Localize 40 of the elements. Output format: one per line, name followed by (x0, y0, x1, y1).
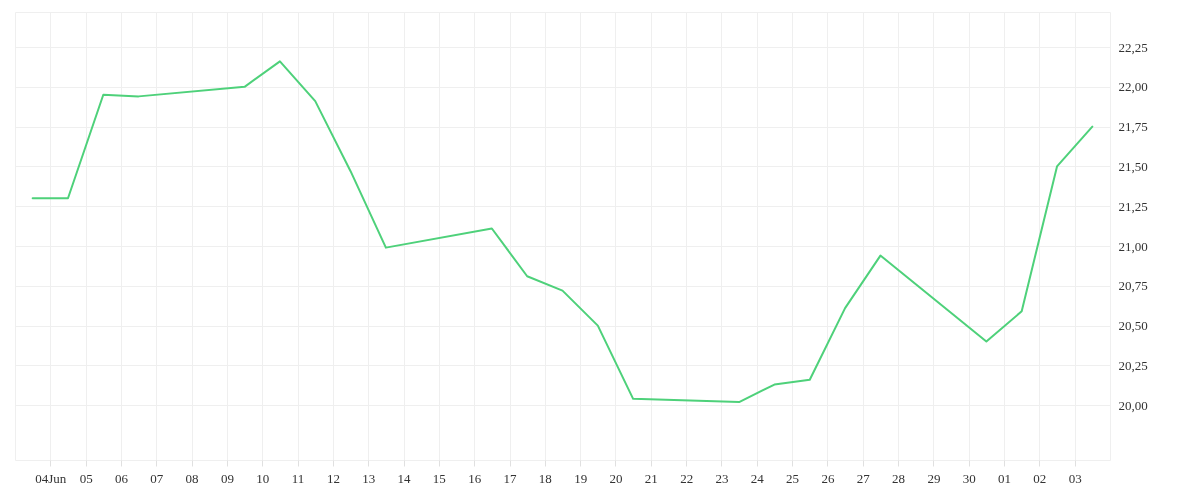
x-tick-label: 06 (114, 470, 129, 486)
y-tick-label: 22,25 (1118, 39, 1148, 55)
y-tick-label: 21,25 (1118, 198, 1148, 214)
x-tick-label: 27 (856, 470, 871, 486)
x-tick-label: 04Jun (35, 470, 67, 486)
x-tick-label: 23 (715, 470, 729, 486)
x-tick-label: 13 (362, 470, 376, 486)
x-tick-label: 11 (291, 470, 305, 486)
x-tick-label: 03 (1068, 470, 1082, 486)
x-tick-label: 18 (538, 470, 552, 486)
x-tick-label: 26 (821, 470, 835, 486)
y-tick-label: 20,25 (1118, 357, 1148, 373)
x-tick-label: 30 (962, 470, 976, 486)
x-tick-label: 10 (256, 470, 270, 486)
x-tick-label: 17 (503, 470, 518, 486)
x-tick-label: 07 (150, 470, 164, 486)
x-tick-label: 05 (79, 470, 93, 486)
x-tick-label: 12 (326, 470, 340, 486)
x-tick-label: 20 (609, 470, 623, 486)
x-tick-label: 29 (927, 470, 941, 486)
y-tick-label: 20,00 (1118, 397, 1148, 413)
y-tick-label: 22,00 (1118, 79, 1148, 95)
x-tick-label: 19 (574, 470, 588, 486)
x-tick-label: 14 (397, 470, 412, 486)
x-tick-label: 16 (468, 470, 482, 486)
x-tick-label: 09 (220, 470, 234, 486)
x-tick-label: 21 (644, 470, 658, 486)
x-tick-label: 24 (750, 470, 765, 486)
y-tick-label: 20,75 (1118, 278, 1148, 294)
x-tick-label: 02 (1033, 470, 1047, 486)
y-tick-label: 21,50 (1118, 158, 1148, 174)
x-tick-label: 28 (892, 470, 906, 486)
x-tick-label: 25 (786, 470, 800, 486)
x-tick-label: 01 (998, 470, 1012, 486)
y-tick-label: 21,00 (1118, 238, 1148, 254)
x-tick-label: 15 (432, 470, 446, 486)
x-tick-label: 08 (185, 470, 199, 486)
y-tick-label: 21,75 (1118, 119, 1148, 135)
y-tick-label: 20,50 (1118, 318, 1148, 334)
x-tick-label: 22 (680, 470, 694, 486)
